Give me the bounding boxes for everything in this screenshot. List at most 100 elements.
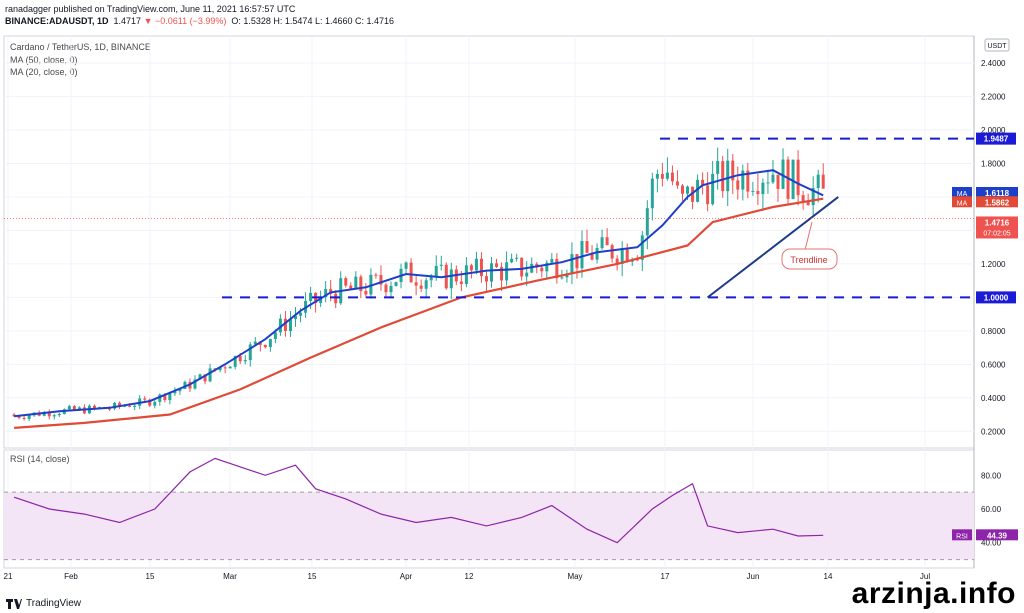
candle-body <box>22 417 26 419</box>
candle-body <box>650 178 654 209</box>
candle-body <box>525 272 529 277</box>
candle-body <box>77 407 81 410</box>
candle-body <box>766 182 770 184</box>
ma20-line <box>13 169 824 418</box>
candle-body <box>620 248 624 264</box>
axis-price-tag <box>976 187 1018 199</box>
candle-body <box>349 285 353 289</box>
time-tick-label: Jun <box>747 572 760 581</box>
candle-body <box>756 190 760 195</box>
candle-body <box>726 160 730 192</box>
candle-body <box>268 338 272 348</box>
candle-body <box>263 344 267 348</box>
candle-body <box>319 297 323 304</box>
candle-body <box>660 173 664 179</box>
trendline <box>707 196 839 299</box>
time-tick-label: Jul <box>920 572 930 581</box>
candle-body <box>354 276 358 289</box>
price-tick-label: 2.0000 <box>981 126 1006 135</box>
candle-body <box>92 405 96 408</box>
rsi-name-tag <box>952 529 972 541</box>
candle-body <box>133 405 137 407</box>
price-tick-label: 0.4000 <box>981 394 1006 403</box>
candle-body <box>640 235 644 260</box>
candle-body <box>520 257 524 277</box>
candle-body <box>595 248 599 260</box>
candle-body <box>163 394 167 401</box>
candle-body <box>283 318 287 332</box>
candle-body <box>555 259 559 279</box>
candle-body <box>113 402 117 409</box>
candle-body <box>711 173 715 205</box>
candle-body <box>600 237 604 249</box>
price-tick-label: 1.8000 <box>981 160 1006 169</box>
candle-body <box>27 415 31 419</box>
candle-body <box>610 245 614 259</box>
tradingview-logo-icon <box>6 598 22 609</box>
chart-title: Cardano / TetherUS, 1D, BINANCE <box>10 42 151 52</box>
price-tick-label: 2.2000 <box>981 93 1006 102</box>
candle-body <box>590 252 594 260</box>
annotation-bubble <box>781 248 838 270</box>
candle-body <box>655 173 659 179</box>
ma20-legend: MA (20, close, 0) <box>10 67 78 77</box>
price-tick-label: 2.4000 <box>981 59 1006 68</box>
price-change: ▼ −0.0611 (−3.99%) <box>143 16 227 26</box>
candle-body <box>409 262 413 283</box>
candle-body <box>721 161 725 192</box>
candle-body <box>645 208 649 236</box>
candle-body <box>379 275 383 285</box>
candle-body <box>168 393 172 401</box>
candle-body <box>479 258 483 277</box>
time-tick-label: 15 <box>146 572 155 581</box>
candle-body <box>153 401 157 406</box>
candle-body <box>686 186 690 194</box>
candle-body <box>248 344 252 361</box>
candle-body <box>198 374 202 380</box>
time-tick-label: Mar <box>223 572 237 581</box>
rsi-tick-label: 40.00 <box>981 539 1002 548</box>
axis-name-tag <box>952 187 972 199</box>
candle-body <box>701 179 705 186</box>
candle-body <box>243 360 247 362</box>
candle-body <box>459 281 463 285</box>
candle-body <box>273 332 277 339</box>
candle-body <box>148 399 152 406</box>
rsi-tick-label: 80.00 <box>981 471 1002 480</box>
candle-body <box>570 254 574 274</box>
candle-body <box>474 258 478 271</box>
candle-body <box>545 262 549 272</box>
price-tick-label: 0.2000 <box>981 427 1006 436</box>
candle-body <box>585 241 589 253</box>
ma50-legend: MA (50, close, 0) <box>10 55 78 65</box>
candle-body <box>143 398 147 400</box>
candle-body <box>404 262 408 269</box>
candle-body <box>17 416 21 418</box>
candle-body <box>484 276 488 282</box>
candle-body <box>806 201 810 206</box>
candle-body <box>635 259 639 261</box>
candle-body <box>429 276 433 281</box>
candle-body <box>821 174 825 189</box>
candle-body <box>615 258 619 264</box>
axis-name-label: MA <box>957 191 968 198</box>
ma50-line <box>14 197 824 429</box>
candle-body <box>796 159 800 196</box>
candle-body <box>449 269 453 289</box>
candle-body <box>369 274 373 295</box>
candle-body <box>675 181 679 186</box>
time-tick-label: 21 <box>4 572 13 581</box>
level-price-tag <box>976 132 1016 145</box>
axis-name-label: MA <box>957 200 968 207</box>
time-tick-label: 17 <box>661 572 670 581</box>
candle-body <box>193 379 197 389</box>
brand-name: TradingView <box>26 598 82 609</box>
candle-body <box>490 263 494 282</box>
candle-body <box>781 159 785 189</box>
candle-body <box>550 259 554 263</box>
axis-price-label: 1.4716 <box>985 218 1010 227</box>
candle-body <box>816 174 820 188</box>
rsi-name-label: RSI <box>956 533 968 540</box>
candle-body <box>419 285 423 289</box>
